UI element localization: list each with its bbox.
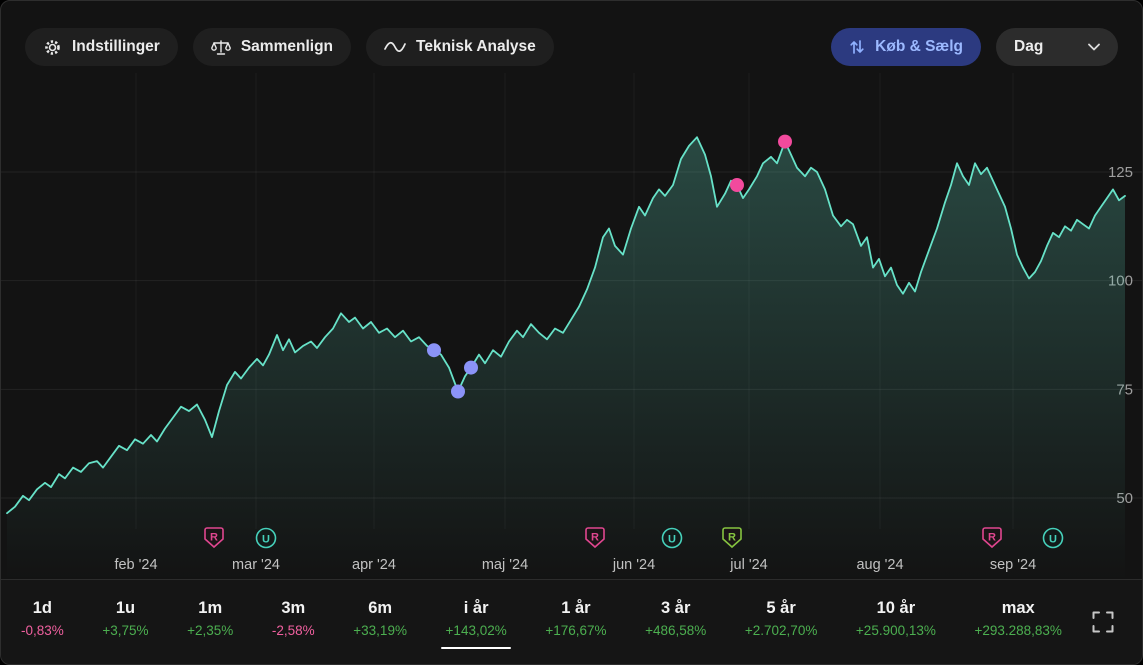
event-badge-letter: U	[1049, 534, 1057, 546]
event-badge-letter: R	[728, 532, 736, 544]
trade-marker[interactable]	[451, 384, 465, 399]
timeframe-label: max	[1001, 598, 1035, 617]
timeframe-change: +25.900,13%	[855, 622, 936, 638]
timeframe-1d[interactable]: 1d -0,83%	[17, 593, 68, 652]
timeframe-change: +486,58%	[645, 622, 707, 638]
timeframe-label: 3m	[281, 598, 306, 617]
timeframe-label: 1u	[115, 598, 136, 617]
timeframe-label: 3 år	[661, 598, 691, 617]
timeframe-label: 5 år	[766, 598, 796, 617]
timeframe-change: +33,19%	[353, 622, 407, 638]
timeframe-5-år[interactable]: 5 år +2.702,70%	[741, 593, 821, 652]
timeframe-label: 1d	[32, 598, 53, 617]
compare-label: Sammenlign	[240, 38, 334, 55]
timeframe-3m[interactable]: 3m -2,58%	[268, 593, 319, 652]
technical-analysis-button[interactable]: Teknisk Analyse	[366, 28, 554, 66]
toolbar-right-group: Køb & Sælg Dag	[831, 28, 1118, 66]
y-axis-label: 125	[1108, 164, 1133, 181]
buy-sell-label: Køb & Sælg	[875, 38, 963, 55]
technical-analysis-label: Teknisk Analyse	[416, 38, 536, 55]
timeframe-change: +3,75%	[102, 622, 149, 638]
timeframe-i-år[interactable]: i år +143,02%	[442, 593, 511, 652]
price-area	[7, 137, 1125, 581]
x-axis-label: sep '24	[990, 557, 1036, 573]
fullscreen-icon	[1092, 611, 1114, 633]
trade-marker[interactable]	[730, 178, 744, 193]
event-badge-letter: R	[210, 532, 218, 544]
x-axis-label: apr '24	[352, 557, 396, 573]
trade-marker[interactable]	[778, 134, 792, 149]
event-badge-U[interactable]: U	[255, 527, 277, 549]
event-badge-U[interactable]: U	[661, 527, 683, 549]
x-axis-label: maj '24	[482, 557, 528, 573]
x-axis-label: mar '24	[232, 557, 280, 573]
timeframe-change: +143,02%	[445, 622, 507, 638]
timeframe-bar: 1d -0,83% 1u +3,75% 1m +2,35% 3m -2,58% 6m +33,19…	[1, 579, 1142, 664]
chevron-down-icon	[1088, 43, 1100, 51]
timeframe-change: +2.702,70%	[744, 622, 818, 638]
up-down-arrows-icon	[849, 39, 865, 55]
timeframe-max[interactable]: max +293.288,83%	[970, 593, 1065, 652]
event-badge-R[interactable]: R	[982, 527, 1002, 549]
gear-icon	[43, 38, 62, 57]
event-badge-letter: U	[262, 534, 270, 546]
x-axis-label: aug '24	[856, 557, 903, 573]
x-axis-label: jun '24	[612, 557, 655, 573]
x-axis-label: feb '24	[114, 557, 157, 573]
timeframe-1m[interactable]: 1m +2,35%	[183, 593, 237, 652]
trade-marker[interactable]	[464, 360, 478, 375]
compare-button[interactable]: Sammenlign	[192, 28, 352, 66]
timeframe-change: -0,83%	[21, 622, 64, 638]
trade-marker[interactable]	[427, 343, 441, 358]
timeframe-group: 1d -0,83% 1u +3,75% 1m +2,35% 3m -2,58% 6m +33,19…	[17, 593, 1066, 652]
timeframe-10-år[interactable]: 10 år +25.900,13%	[852, 593, 940, 652]
event-badge-letter: R	[591, 532, 599, 544]
price-line	[6, 136, 1126, 515]
event-badge-letter: U	[668, 534, 676, 546]
timeframe-label: 1 år	[561, 598, 591, 617]
timeframe-6m[interactable]: 6m +33,19%	[349, 593, 411, 652]
timeframe-label: 1m	[198, 598, 223, 617]
x-axis-label: jul '24	[729, 557, 767, 573]
event-badge-R[interactable]: R	[204, 527, 224, 549]
timeframe-1-år[interactable]: 1 år +176,67%	[541, 593, 610, 652]
timeframe-label: i år	[463, 598, 489, 617]
timeframe-3-år[interactable]: 3 år +486,58%	[641, 593, 710, 652]
event-badge-R[interactable]: R	[722, 527, 742, 549]
settings-button[interactable]: Indstillinger	[25, 28, 178, 66]
interval-value: Dag	[1014, 38, 1044, 55]
timeframe-label: 10 år	[876, 598, 916, 617]
settings-label: Indstillinger	[72, 38, 160, 55]
timeframe-change: +2,35%	[187, 622, 234, 638]
buy-sell-button[interactable]: Køb & Sælg	[831, 28, 981, 66]
timeframe-change: +176,67%	[545, 622, 607, 638]
timeframe-change: +293.288,83%	[974, 622, 1062, 638]
event-badge-U[interactable]: U	[1042, 527, 1064, 549]
timeframe-label: 6m	[368, 598, 393, 617]
timeframe-1u[interactable]: 1u +3,75%	[98, 593, 152, 652]
event-badge-R[interactable]: R	[585, 527, 605, 549]
scales-icon	[210, 39, 231, 56]
fullscreen-button[interactable]	[1088, 607, 1118, 637]
toolbar-left-group: Indstillinger Sammenlign	[25, 28, 554, 66]
interval-dropdown[interactable]: Dag	[996, 28, 1118, 66]
chart-toolbar: Indstillinger Sammenlign	[25, 28, 1118, 66]
wave-icon	[384, 40, 406, 54]
event-badge-letter: R	[988, 532, 996, 544]
timeframe-change: -2,58%	[271, 622, 315, 638]
